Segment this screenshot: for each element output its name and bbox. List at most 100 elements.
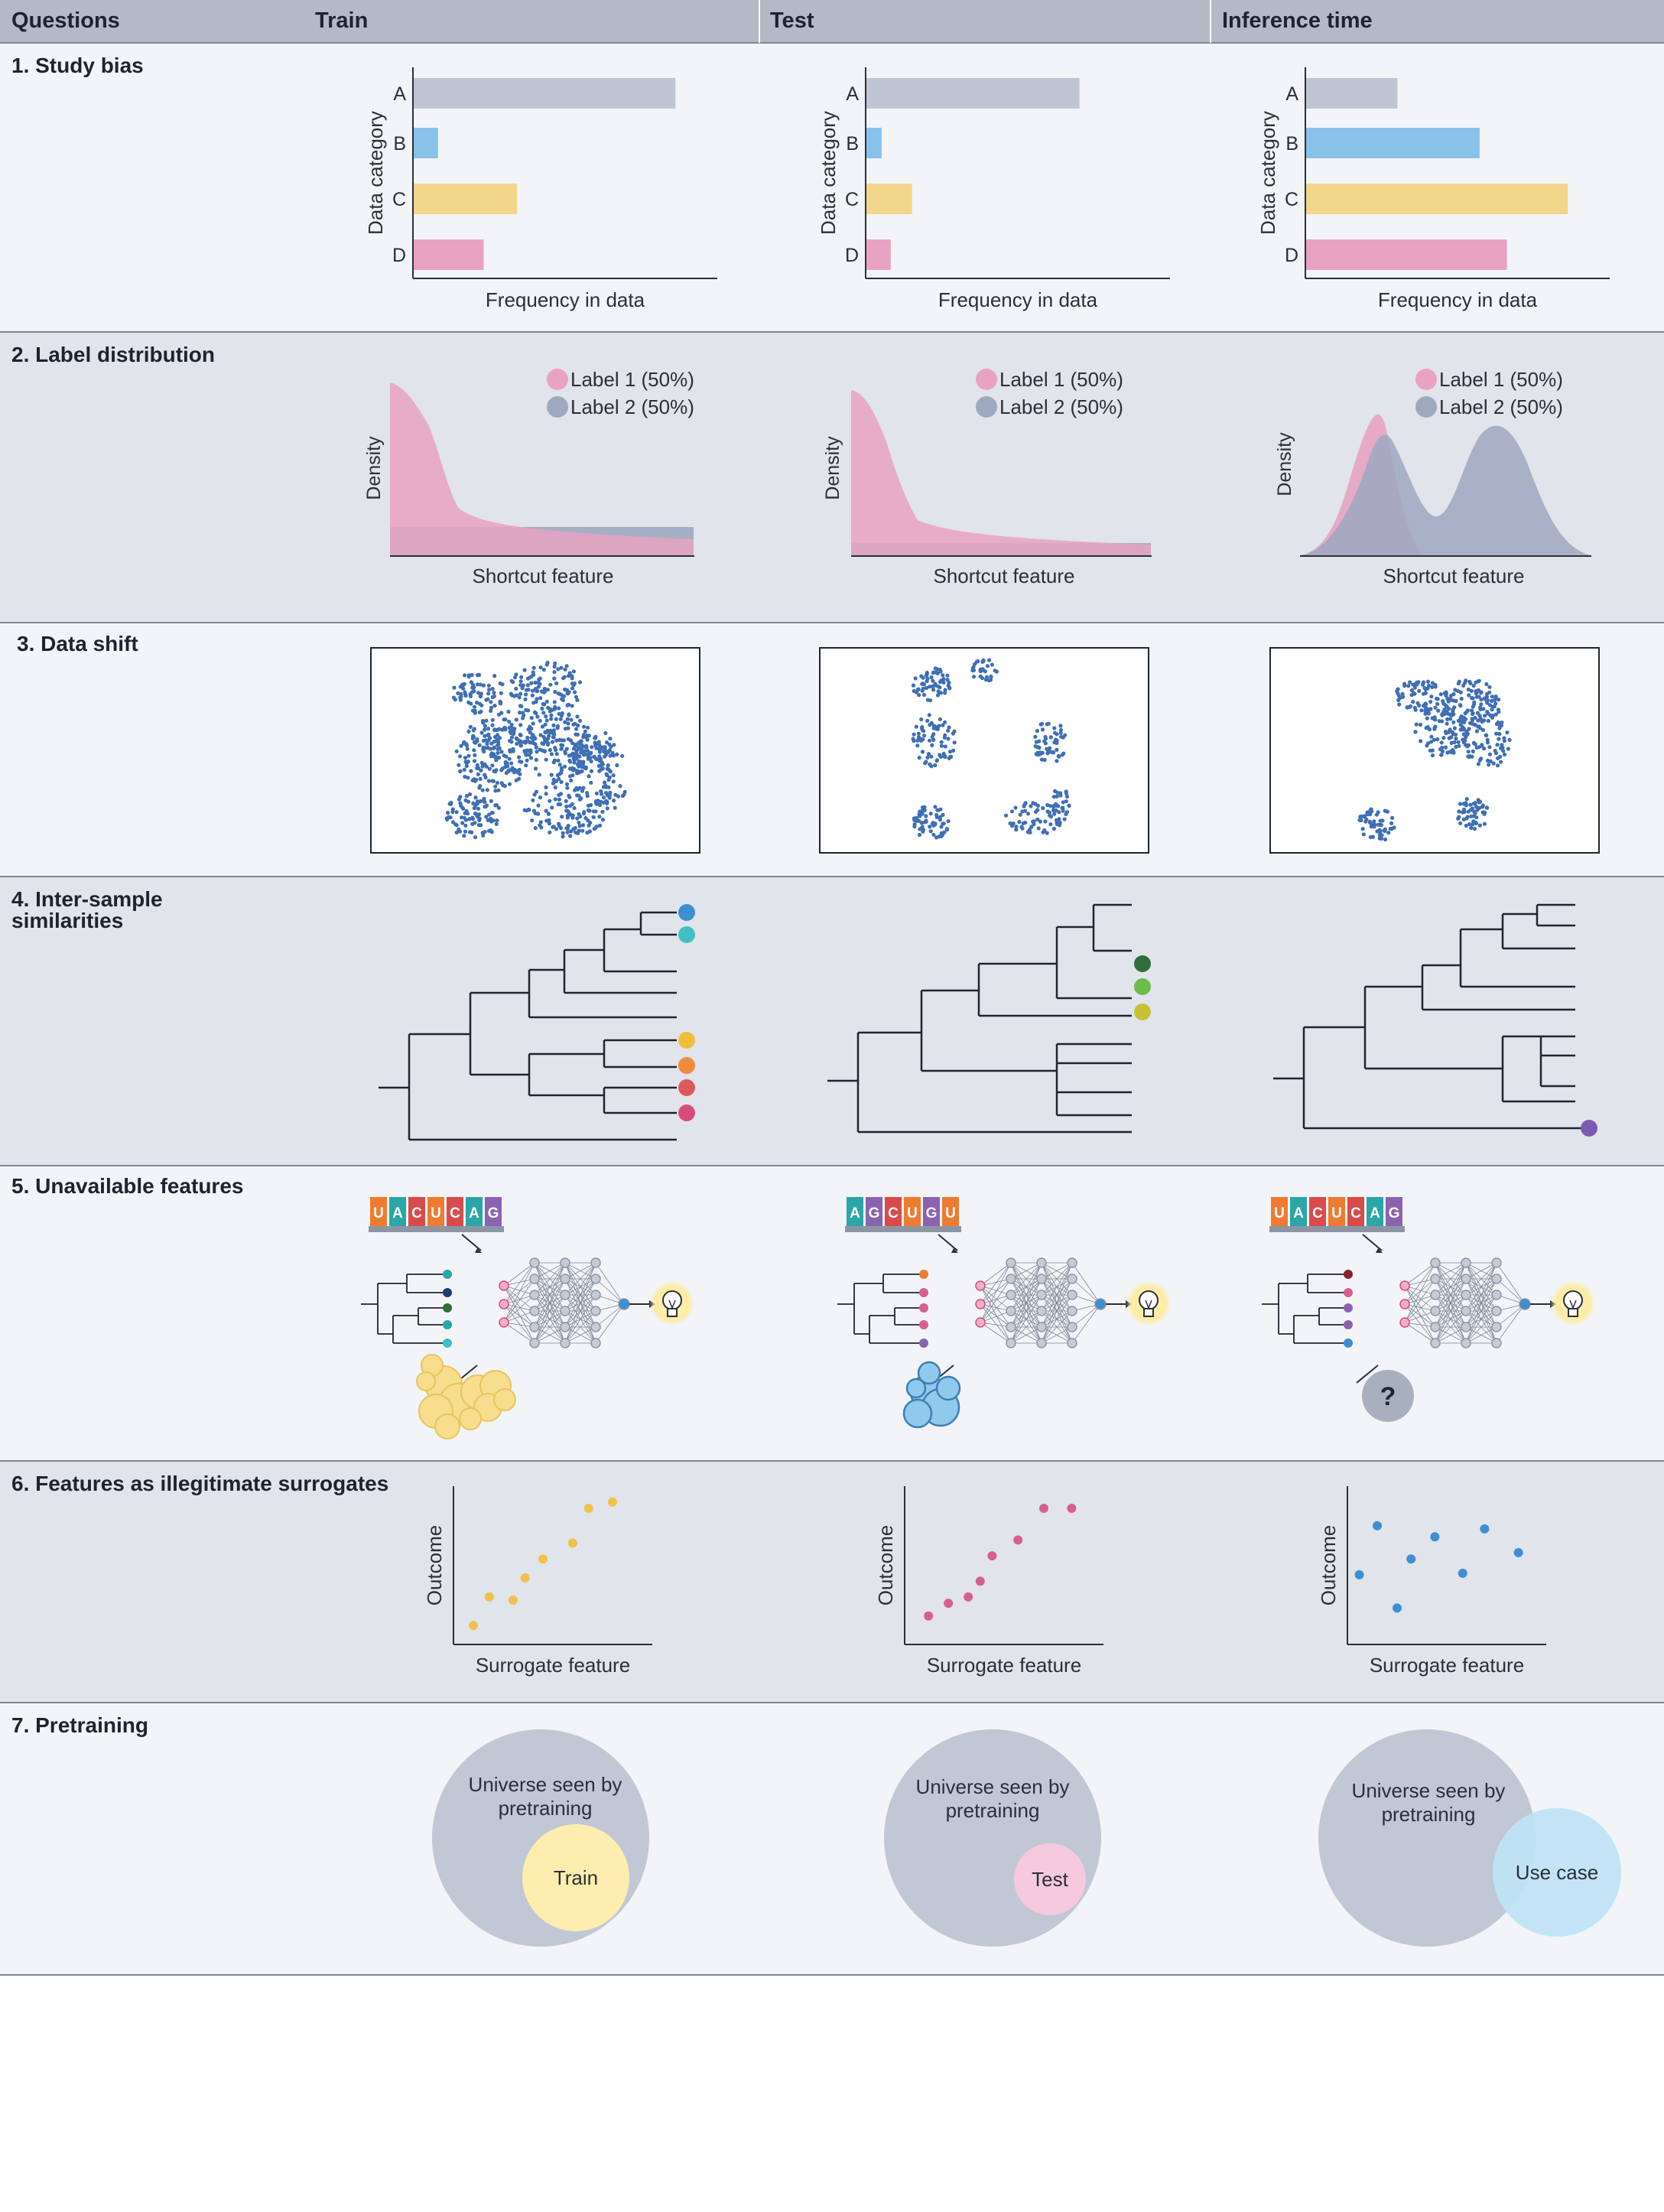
shift-point-inference	[1429, 740, 1434, 744]
shift-point-train	[475, 763, 479, 767]
shift-point-inference	[1498, 754, 1503, 760]
shift-point-inference	[1444, 693, 1448, 698]
legend-label2-inference: Label 2 (50%)	[1439, 395, 1563, 418]
shift-point-inference	[1490, 695, 1494, 699]
shift-point-test	[924, 814, 928, 818]
shift-point-inference	[1497, 737, 1501, 741]
shift-point-train	[575, 816, 580, 821]
shift-point-inference	[1440, 749, 1445, 753]
shift-point-train	[479, 691, 484, 696]
shift-point-train	[483, 746, 488, 750]
shift-point-test	[1039, 757, 1044, 762]
shift-point-inference	[1506, 747, 1510, 751]
shift-point-inference	[1482, 747, 1487, 751]
shift-point-inference	[1457, 679, 1461, 684]
shift-point-test	[1055, 759, 1059, 763]
shift-point-train	[509, 691, 513, 696]
shift-point-test	[1029, 825, 1034, 829]
shift-point-train	[533, 680, 538, 685]
train-circle	[522, 1824, 629, 1931]
shift-point-train	[458, 769, 463, 774]
shift-point-train	[533, 742, 538, 747]
shift-point-test	[980, 675, 985, 681]
shift-point-test	[922, 734, 927, 738]
shift-point-inference	[1445, 750, 1450, 755]
shift-point-train	[581, 733, 586, 737]
shift-point-train	[494, 821, 499, 826]
shift-point-test	[1064, 812, 1068, 817]
shift-point-train	[511, 747, 515, 752]
shift-point-train	[473, 740, 478, 745]
shift-point-test	[912, 688, 916, 694]
shift-point-train	[543, 730, 548, 735]
shift-point-train	[605, 793, 610, 798]
shift-point-train	[561, 676, 566, 681]
nucleotide-tag-inference	[1328, 1197, 1345, 1226]
shift-point-inference	[1412, 685, 1417, 690]
shift-point-inference	[1459, 714, 1464, 719]
shift-point-train	[566, 721, 570, 726]
shift-point-train	[477, 743, 482, 748]
shift-point-inference	[1464, 823, 1468, 828]
shift-point-inference	[1478, 799, 1483, 804]
shift-point-test	[919, 821, 924, 825]
legend-label2-train: Label 2 (50%)	[570, 395, 694, 418]
bar-D-inference	[1306, 239, 1507, 270]
shift-point-inference	[1479, 691, 1484, 695]
shift-point-train	[566, 824, 570, 828]
shift-point-train	[605, 800, 609, 805]
shift-point-inference	[1445, 721, 1449, 726]
shift-point-train	[454, 830, 459, 834]
shift-point-test	[1033, 802, 1038, 806]
leaf-dot-train	[678, 904, 695, 921]
shift-point-test	[929, 675, 934, 680]
shift-point-train	[563, 727, 568, 731]
shift-point-train	[586, 803, 591, 808]
shift-point-inference	[1474, 695, 1479, 699]
shift-point-train	[490, 811, 495, 815]
nucleotide-letter-train: U	[431, 1205, 441, 1221]
nucleotide-tag-inference	[1367, 1197, 1383, 1226]
shift-point-train	[528, 730, 532, 735]
surrogate-point-test	[944, 1599, 954, 1609]
shift-point-test	[1055, 794, 1059, 799]
nucleotide-letter-test: C	[888, 1205, 899, 1221]
shift-point-inference	[1488, 713, 1493, 718]
surrogate-point-inference	[1458, 1568, 1467, 1578]
shift-point-inference	[1449, 740, 1454, 746]
legend-swatch-label1-inference	[1415, 369, 1437, 390]
shift-point-train	[551, 723, 556, 728]
shift-point-train	[538, 733, 543, 737]
category-label-D-train: D	[392, 245, 406, 266]
shift-point-inference	[1419, 739, 1423, 743]
shift-point-train	[480, 764, 485, 769]
shift-point-train	[476, 772, 480, 777]
shift-point-inference	[1428, 699, 1433, 704]
nucleotide-letter-train: A	[469, 1205, 479, 1221]
shift-point-inference	[1485, 701, 1490, 705]
shift-point-train	[570, 704, 574, 708]
shift-point-train	[472, 777, 476, 782]
shift-point-inference	[1478, 705, 1483, 710]
shift-point-train	[560, 815, 564, 819]
shift-point-train	[589, 759, 593, 764]
shift-point-train	[491, 779, 496, 783]
surrogate-point-inference	[1373, 1521, 1382, 1531]
shift-point-train	[485, 803, 489, 808]
shift-point-train	[544, 785, 548, 789]
shift-point-train	[541, 711, 546, 715]
shift-point-train	[575, 753, 580, 757]
sequence-bar-test	[845, 1226, 961, 1232]
shift-point-train	[515, 741, 519, 747]
shift-point-train	[509, 740, 514, 744]
shift-point-inference	[1484, 681, 1489, 687]
shift-point-train	[475, 799, 480, 804]
shift-point-inference	[1425, 679, 1431, 684]
shift-point-test	[921, 692, 927, 698]
shift-point-inference	[1471, 749, 1475, 754]
category-label-B-train: B	[393, 133, 406, 155]
shift-point-test	[946, 737, 951, 741]
nucleotide-letter-test: U	[945, 1205, 956, 1221]
shift-point-inference	[1500, 721, 1504, 725]
